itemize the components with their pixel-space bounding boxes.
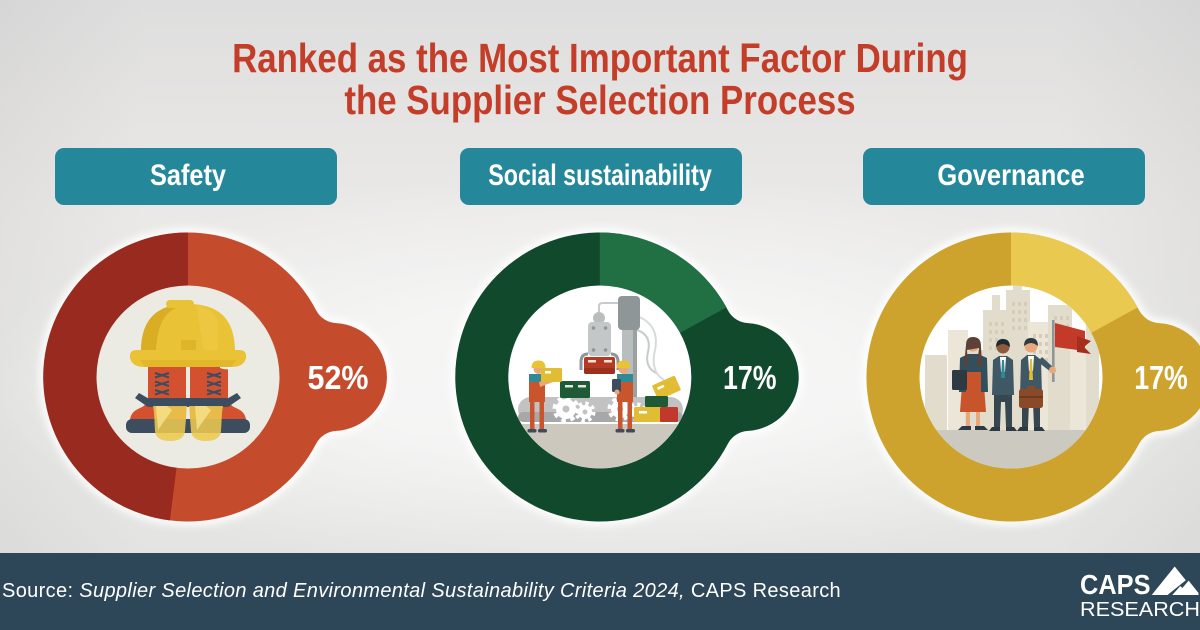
svg-text:17%: 17% xyxy=(1134,359,1188,396)
svg-text:CAPS: CAPS xyxy=(1080,569,1151,600)
svg-text:RESEARCH: RESEARCH xyxy=(1080,598,1200,621)
svg-text:17%: 17% xyxy=(723,359,777,396)
svg-text:52%: 52% xyxy=(308,359,369,396)
